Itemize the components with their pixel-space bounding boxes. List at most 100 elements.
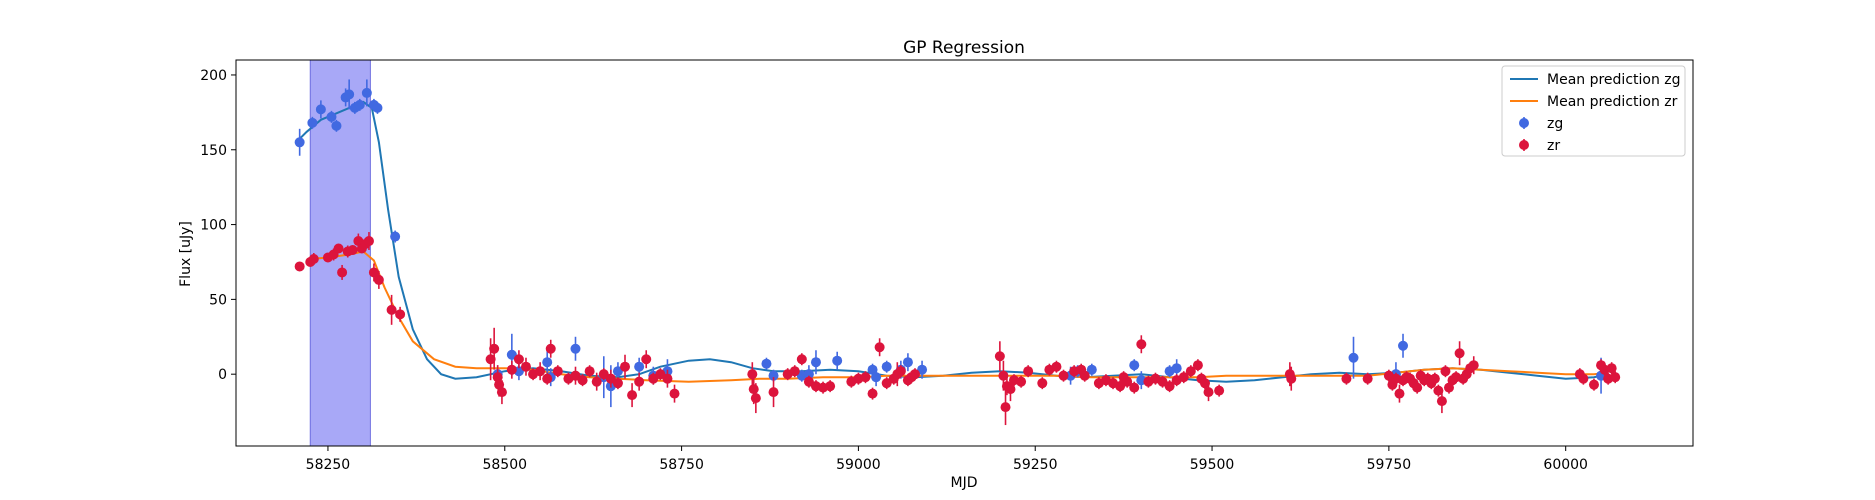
data-point bbox=[485, 354, 496, 365]
data-point bbox=[331, 120, 342, 131]
data-point bbox=[669, 388, 680, 399]
data-point bbox=[871, 372, 882, 383]
data-point bbox=[1203, 387, 1214, 398]
data-point bbox=[333, 243, 344, 254]
x-axis-label: MJD bbox=[951, 475, 978, 491]
data-point bbox=[1178, 372, 1189, 383]
x-tick-label: 58500 bbox=[482, 457, 527, 473]
data-point bbox=[902, 357, 913, 368]
data-point bbox=[1023, 366, 1034, 377]
data-point bbox=[810, 357, 821, 368]
data-point bbox=[492, 372, 503, 383]
data-point bbox=[1136, 339, 1147, 350]
data-point bbox=[867, 388, 878, 399]
data-point bbox=[881, 361, 892, 372]
data-point bbox=[1005, 384, 1016, 395]
data-point bbox=[545, 343, 556, 354]
chart-title: GP Regression bbox=[903, 38, 1025, 58]
y-tick-label: 50 bbox=[209, 292, 227, 308]
data-point bbox=[748, 384, 759, 395]
data-point bbox=[577, 375, 588, 386]
y-tick-label: 100 bbox=[200, 218, 227, 234]
data-point bbox=[1348, 352, 1359, 363]
data-point bbox=[1164, 381, 1175, 392]
plot-frame bbox=[235, 59, 1694, 447]
data-point bbox=[796, 354, 807, 365]
data-point bbox=[542, 357, 553, 368]
data-point bbox=[390, 231, 401, 242]
data-point bbox=[307, 117, 318, 128]
data-point bbox=[1214, 385, 1225, 396]
data-point bbox=[1058, 370, 1069, 381]
data-point bbox=[634, 361, 645, 372]
data-point bbox=[315, 104, 326, 115]
data-point bbox=[344, 89, 355, 100]
data-point bbox=[1362, 373, 1373, 384]
data-point bbox=[789, 366, 800, 377]
data-point bbox=[337, 267, 348, 278]
data-point bbox=[386, 304, 397, 315]
data-point bbox=[372, 102, 383, 113]
data-point bbox=[1171, 363, 1182, 374]
data-point bbox=[860, 372, 871, 383]
legend-marker bbox=[1519, 140, 1529, 150]
legend-label: Mean prediction zg bbox=[1547, 72, 1681, 88]
data-point bbox=[1016, 376, 1027, 387]
data-point bbox=[994, 351, 1005, 362]
legend: Mean prediction zg Mean prediction zr zg zr bbox=[1501, 65, 1686, 157]
series-points-3 bbox=[294, 232, 1621, 426]
series-line-1 bbox=[310, 250, 1609, 383]
data-point bbox=[1398, 340, 1409, 351]
data-point bbox=[825, 381, 836, 392]
data-point bbox=[627, 390, 638, 401]
data-point bbox=[363, 236, 374, 247]
data-point bbox=[620, 361, 631, 372]
data-point bbox=[1122, 376, 1133, 387]
data-point bbox=[294, 261, 305, 272]
data-point bbox=[634, 376, 645, 387]
data-point bbox=[361, 87, 372, 98]
data-point bbox=[373, 274, 384, 285]
data-point bbox=[612, 378, 623, 389]
y-tick-label: 0 bbox=[218, 367, 227, 383]
data-point bbox=[496, 387, 507, 398]
legend-marker bbox=[1519, 118, 1529, 128]
y-axis-label: Flux [uJy] bbox=[178, 221, 194, 287]
data-point bbox=[768, 387, 779, 398]
y-tick-label: 150 bbox=[200, 143, 227, 159]
legend-label: zg bbox=[1547, 116, 1563, 132]
plot-area: 58250 58500 58750 59000 59250 59500 59750 60000… bbox=[200, 59, 1694, 473]
data-point bbox=[1468, 360, 1479, 371]
legend-box bbox=[1501, 65, 1686, 157]
data-point bbox=[895, 366, 906, 377]
data-point bbox=[354, 99, 365, 110]
x-tick-label: 59750 bbox=[1367, 457, 1412, 473]
data-point bbox=[535, 366, 546, 377]
data-point bbox=[1051, 361, 1062, 372]
x-tick-label: 58750 bbox=[659, 457, 704, 473]
y-tick-label: 200 bbox=[200, 68, 227, 84]
data-point bbox=[768, 370, 779, 381]
data-point bbox=[761, 358, 772, 369]
data-point bbox=[1185, 366, 1196, 377]
data-point bbox=[998, 370, 1009, 381]
data-point bbox=[542, 373, 553, 384]
data-point bbox=[1199, 378, 1210, 389]
data-point bbox=[867, 364, 878, 375]
data-point bbox=[1037, 378, 1048, 389]
data-point bbox=[909, 369, 920, 380]
data-point bbox=[1412, 382, 1423, 393]
data-point bbox=[1129, 382, 1140, 393]
data-point bbox=[803, 369, 814, 380]
data-point bbox=[747, 369, 758, 380]
data-point bbox=[1606, 363, 1617, 374]
series-line-0 bbox=[295, 100, 1609, 383]
data-point bbox=[1454, 348, 1465, 359]
data-point bbox=[570, 343, 581, 354]
data-point bbox=[641, 354, 652, 365]
data-point bbox=[520, 361, 531, 372]
x-tick-label: 59500 bbox=[1190, 457, 1235, 473]
x-tick-label: 60000 bbox=[1543, 457, 1588, 473]
x-tick-label: 59250 bbox=[1013, 457, 1058, 473]
